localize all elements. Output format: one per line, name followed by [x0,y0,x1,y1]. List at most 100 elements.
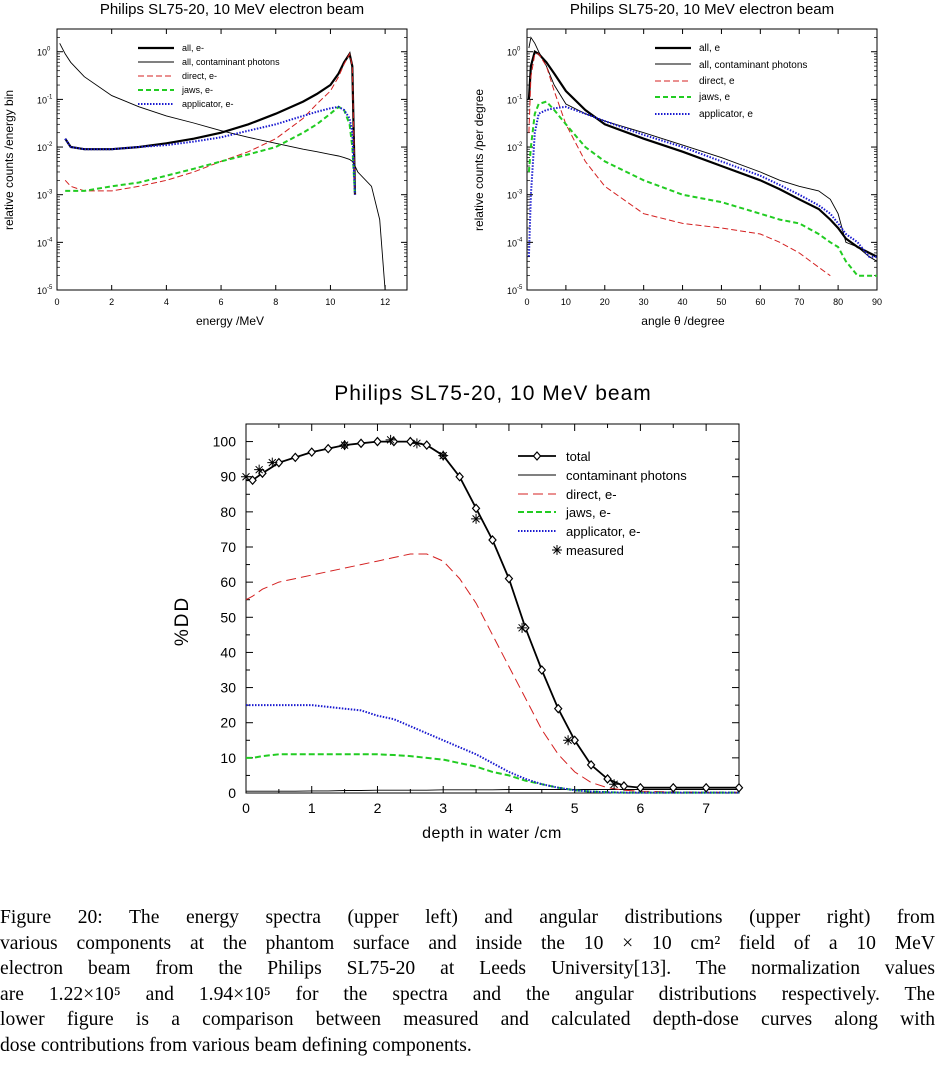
series-line-2 [528,53,831,277]
x-tick-label: 10 [325,297,335,307]
legend-swatch [552,545,562,555]
angular-series-lines [527,36,878,277]
angular-legend-label: direct, e [699,76,735,87]
measured-marker [254,464,265,475]
total-marker [734,782,744,793]
y-tick-exponent: -2 [47,142,53,148]
depth-dose-legend: total contaminant photons direct, e- jaw… [518,449,687,558]
x-tick-label: 80 [833,297,843,307]
spectra-legend-label: applicator, e- [182,99,234,109]
measured-marker [438,450,449,461]
total-marker [537,665,547,675]
angular-plot-frame [526,28,878,291]
spectra-legend-label: all, contaminant photons [182,57,280,67]
y-tick-label: 80 [220,504,236,520]
series-line-0 [64,51,357,195]
dd-legend-label: total [566,449,591,464]
x-tick-label: 8 [273,297,278,307]
measured-marker [517,622,528,633]
total-marker [373,436,382,447]
x-tick-label: 5 [571,800,579,816]
y-tick-exponent: 0 [517,47,521,53]
total-marker [668,782,678,793]
total-marker [553,703,563,714]
y-tick-exponent: -1 [47,94,53,100]
dd-series-line-4 [246,704,739,794]
measured-marker [563,735,574,746]
y-tick-label: 90 [220,469,236,485]
total-marker [307,447,317,458]
dd-series-line-0 [246,440,739,789]
y-tick-label: 10 [37,286,47,296]
total-marker [570,735,579,746]
angular-ylabel: relative counts /per degree [472,89,486,231]
dd-legend-label: jaws, e- [565,505,611,520]
x-tick-label: 60 [755,297,765,307]
y-tick-label: 10 [507,191,517,201]
angular-legend-label: applicator, e [699,109,753,120]
x-tick-label: 70 [794,297,804,307]
dd-legend-label: contaminant photons [566,468,687,483]
x-tick-label: 50 [716,297,726,307]
y-tick-label: 10 [37,143,47,153]
total-marker [504,573,514,584]
total-marker [291,452,300,463]
x-tick-label: 0 [242,800,250,816]
spectra-legend-label: all, e- [182,43,204,53]
total-marker [586,759,596,770]
dd-series-line-1 [246,789,739,792]
total-marker [488,535,497,545]
x-tick-label: 2 [109,297,114,307]
series-line-1 [59,43,386,291]
y-tick-exponent: -5 [47,285,53,291]
spectra-chart: Philips SL75-20, 10 MeV electron beam 0 2… [2,1,408,328]
depth-dose-ylabel: %DD [172,596,193,646]
x-tick-label: 20 [600,297,610,307]
x-tick-label: 2 [374,800,382,816]
depth-dose-chart: Philips SL75-20, 10 MeV beam 0 1 2 3 4 5 6 7010… [172,382,744,842]
measured-marker [241,471,251,482]
y-tick-label: 10 [37,48,47,58]
y-tick-label: 70 [220,539,236,555]
y-tick-label: 10 [507,95,517,105]
spectra-series-lines [59,43,386,291]
x-tick-label: 90 [872,297,882,307]
angular-legend: all, e all, contaminant photons direct, … [655,43,807,120]
x-tick-label: 10 [561,297,571,307]
y-tick-exponent: 0 [47,47,51,53]
y-tick-exponent: -3 [47,190,53,196]
caption-line: dose contributions from various beam def… [0,1034,472,1056]
total-marker [455,471,464,482]
y-tick-label: 20 [220,715,236,731]
total-marker [619,781,629,791]
caption-line: Figure 20: The energy spectra (upper lef… [0,907,935,928]
y-tick-label: 30 [220,680,236,696]
x-tick-label: 40 [678,297,688,307]
angular-title: Philips SL75-20, 10 MeV electron beam [570,1,834,18]
caption-line: are 1.22×10⁵ and 1.94×10⁵ for the spectr… [0,983,935,1005]
depth-dose-plot-frame [245,423,740,794]
angular-xlabel: angle θ /degree [641,314,725,328]
angular-legend-label: all, e [699,43,721,54]
y-tick-label: 50 [220,609,236,625]
y-tick-label: 10 [507,48,517,58]
angular-legend-label: jaws, e [698,92,731,103]
series-line-2 [64,52,356,195]
total-marker [274,457,284,468]
measured-marker [471,513,482,524]
total-marker [248,475,257,486]
caption-line: various components at the phantom surfac… [0,932,935,954]
figure-caption: Figure 20: The energy spectra (upper lef… [0,905,935,1059]
caption-line: lower figure is a comparison between mea… [0,1009,935,1031]
y-tick-exponent: -2 [517,142,523,148]
y-tick-exponent: -4 [517,237,523,243]
dd-legend-label: direct, e- [566,487,617,502]
x-tick-label: 3 [439,800,447,816]
spectra-legend-label: direct, e- [182,71,217,81]
x-tick-label: 1 [308,800,316,816]
total-marker [603,774,612,784]
depth-dose-title: Philips SL75-20, 10 MeV beam [334,382,652,405]
y-tick-label: 10 [507,143,517,153]
depth-dose-series-lines [241,434,744,794]
